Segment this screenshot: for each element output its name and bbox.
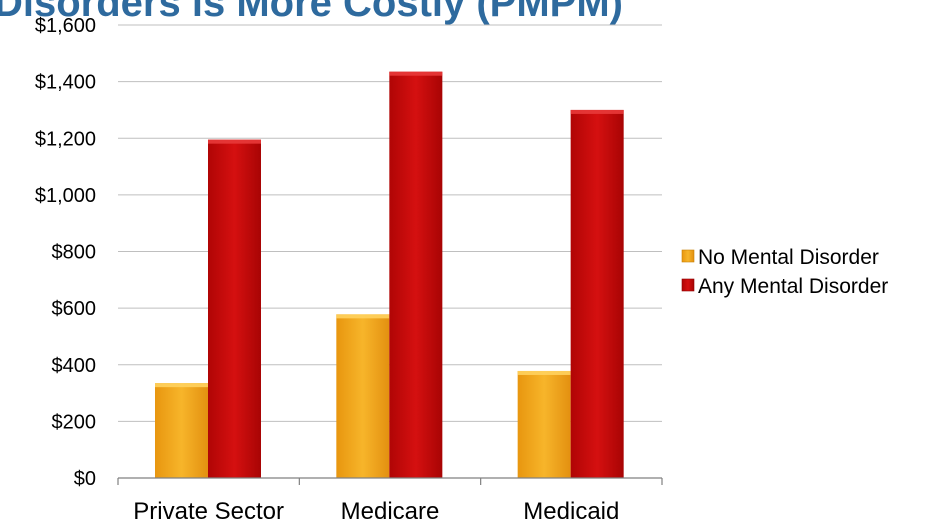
legend: No Mental Disorder Any Mental Disorder (681, 246, 888, 298)
y-tick-label: $1,000 (35, 185, 96, 207)
x-axis-category-labels: Private Sector Medicare Medicaid (133, 498, 619, 523)
y-tick-label: $1,200 (35, 128, 96, 150)
bar-top-highlight (570, 109, 624, 114)
legend-swatch (681, 249, 695, 263)
bar-top-highlight (517, 370, 571, 375)
bar-body (155, 383, 208, 478)
y-tick-label: $200 (52, 411, 97, 433)
bar-top-highlight (208, 139, 261, 144)
bar-top-highlight (389, 71, 443, 76)
y-tick-label: $0 (74, 468, 96, 490)
bar-body (208, 139, 261, 478)
bar-any-mental-disorder-medicare (389, 71, 443, 478)
bar-no-mental-disorder-medicare (336, 314, 390, 478)
y-tick-label: $1,600 (35, 15, 96, 37)
bar-any-mental-disorder-medicaid (570, 109, 624, 478)
y-tick-label: $800 (52, 242, 97, 264)
bar-top-highlight (155, 383, 208, 388)
y-tick-label: $600 (52, 298, 97, 320)
legend-item-any-mental-disorder: Any Mental Disorder (681, 275, 888, 298)
bar-no-mental-disorder-medicaid (517, 370, 571, 478)
legend-label: Any Mental Disorder (698, 275, 888, 298)
bars (155, 71, 624, 478)
legend-item-no-mental-disorder: No Mental Disorder (681, 246, 879, 269)
bar-any-mental-disorder-private-sector (208, 139, 261, 478)
bar-body (389, 71, 443, 478)
legend-swatch (681, 278, 695, 292)
bar-no-mental-disorder-private-sector (155, 383, 208, 478)
legend-label: No Mental Disorder (698, 246, 879, 269)
bar-top-highlight (336, 314, 390, 319)
x-category-label: Medicaid (523, 498, 619, 523)
bar-body (570, 109, 624, 478)
bar-body (517, 370, 571, 478)
y-tick-label: $400 (52, 355, 97, 377)
y-axis-tick-labels: $0 $200 $400 $600 $800 $1,000 $1,200 $1,400 $1,6… (35, 15, 96, 490)
x-category-label: Medicare (341, 498, 440, 523)
x-axis (117, 477, 663, 485)
chart-title: Disorders is More Costly (PMPM) (0, 0, 623, 25)
bar-body (336, 314, 390, 478)
y-tick-label: $1,400 (35, 72, 96, 94)
x-category-label: Private Sector (133, 498, 284, 523)
